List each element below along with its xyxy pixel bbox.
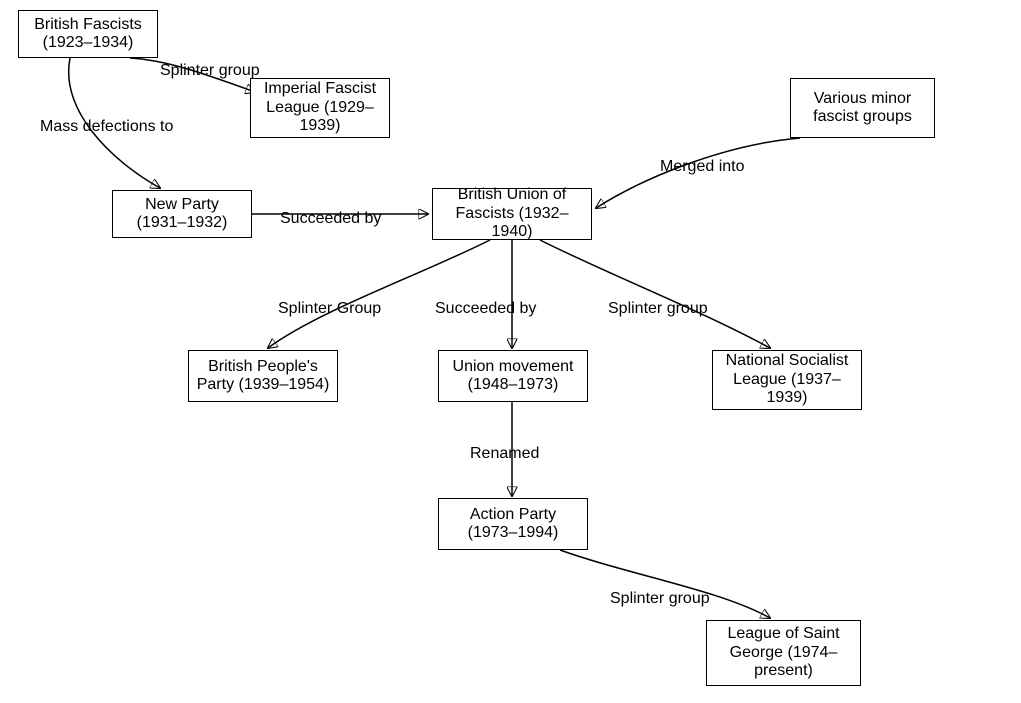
node-action-party: Action Party (1973–1994) [438,498,588,550]
edge-label-succeeded-2: Succeeded by [435,300,536,318]
edge-label-merged-into: Merged into [660,158,745,176]
node-imperial-fascist-league: Imperial Fascist League (1929–1939) [250,78,390,138]
edge-label-splinter-3: Splinter group [608,300,708,318]
node-bpp: British People's Party (1939–1954) [188,350,338,402]
node-nsl: National Socialist League (1937–1939) [712,350,862,410]
edge-label-splinter-1: Splinter group [160,62,260,80]
edge-buf-to-nsl [540,240,770,348]
edge-label-renamed: Renamed [470,445,539,463]
node-league-saint-george: League of Saint George (1974–present) [706,620,861,686]
flowchart-canvas: British Fascists (1923–1934) Imperial Fa… [0,0,1021,703]
node-british-fascists: British Fascists (1923–1934) [18,10,158,58]
edge-label-splinter-2: Splinter Group [278,300,381,318]
edge-label-mass-defections: Mass defections to [40,118,173,136]
edge-label-splinter-4: Splinter group [610,590,710,608]
node-new-party: New Party (1931–1932) [112,190,252,238]
node-various-minor: Various minor fascist groups [790,78,935,138]
edge-buf-to-bpp [268,240,490,348]
edge-label-succeeded-1: Succeeded by [280,210,381,228]
node-buf: British Union of Fascists (1932–1940) [432,188,592,240]
node-union-movement: Union movement (1948–1973) [438,350,588,402]
